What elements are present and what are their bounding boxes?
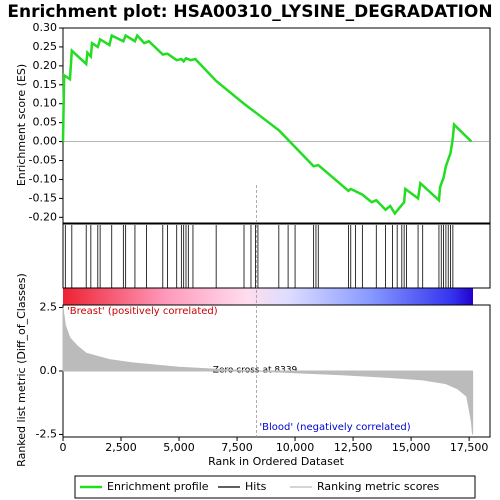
y-tick-label: -0.15 (29, 191, 57, 204)
y-tick-label: 2.5 (40, 301, 58, 314)
chart-title: Enrichment plot: HSA00310_LYSINE_DEGRADA… (7, 2, 492, 22)
y-tick-label: -0.05 (29, 154, 57, 167)
color-bar (63, 288, 473, 305)
y-tick-label: 0.05 (33, 116, 58, 129)
plot-frame (62, 223, 491, 289)
y-tick-label: 0.20 (33, 59, 58, 72)
y-tick-label: 0.25 (33, 40, 58, 53)
y-axis-label: Enrichment score (ES) (15, 64, 28, 186)
x-tick-label: 12,500 (334, 441, 373, 454)
y-tick-label: 0.15 (33, 78, 58, 91)
x-axis-label: Rank in Ordered Dataset (208, 455, 345, 468)
annotation: 'Breast' (positively correlated) (67, 306, 218, 317)
x-tick-label: 15,000 (392, 441, 431, 454)
x-tick-label: 5,000 (163, 441, 195, 454)
legend-label: Hits (245, 480, 267, 493)
metric-area (62, 307, 474, 435)
y-tick-label: -0.10 (29, 172, 57, 185)
y-tick-label: 0.10 (33, 97, 58, 110)
x-tick-label: 10,000 (276, 441, 315, 454)
enrichment-line (61, 33, 473, 216)
x-tick-label: 0 (60, 441, 67, 454)
y-tick-label: -2.5 (36, 427, 57, 440)
legend (74, 475, 476, 499)
x-tick-label: 2,500 (105, 441, 137, 454)
x-tick-label: 17,500 (450, 441, 489, 454)
x-tick-label: 7,500 (221, 441, 253, 454)
annotation: 'Blood' (negatively correlated) (259, 422, 410, 433)
legend-label: Enrichment profile (107, 480, 209, 493)
y-tick-label: 0.00 (33, 135, 58, 148)
legend-label: Ranking metric scores (317, 480, 439, 493)
y-tick-label: -0.20 (29, 210, 57, 223)
y-tick-label: 0.30 (33, 21, 58, 34)
y-axis-label: Ranked list metric (Diff_of_Classes) (15, 273, 28, 467)
y-tick-label: 0.0 (40, 364, 58, 377)
